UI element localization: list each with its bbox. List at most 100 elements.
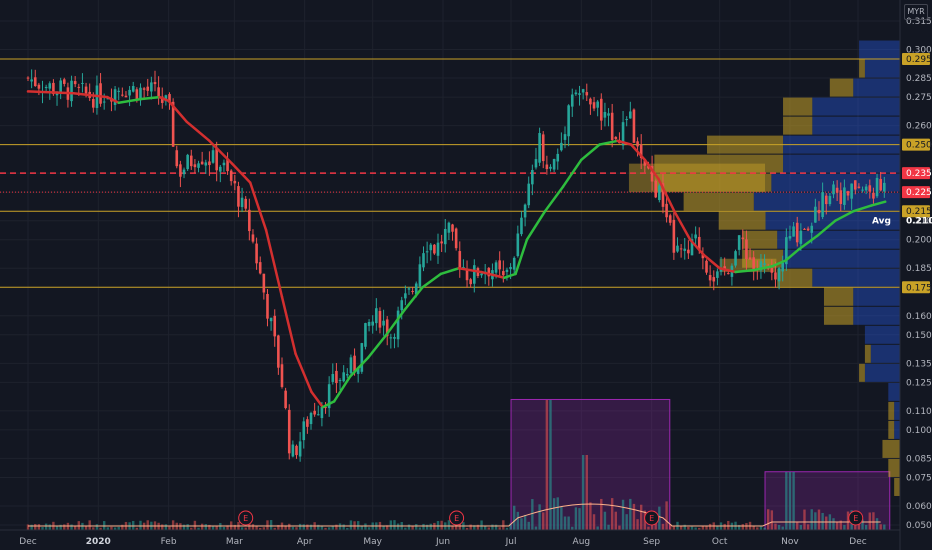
- volume-bar: [273, 527, 276, 530]
- volume-profile-down: [859, 59, 865, 78]
- candle-body: [356, 368, 360, 374]
- candle-body: [879, 178, 882, 191]
- candle-body: [563, 134, 567, 140]
- volume-bar: [603, 511, 607, 530]
- candle-body: [589, 98, 592, 105]
- volume-bar: [84, 526, 88, 530]
- volume-bar: [752, 526, 755, 530]
- volume-profile-up: [853, 306, 900, 325]
- ma-segment: [264, 228, 284, 299]
- candle-body: [248, 209, 251, 232]
- volume-bar: [527, 521, 530, 530]
- ma-segment: [852, 204, 873, 213]
- candle-body: [567, 105, 570, 137]
- ma-segment: [366, 333, 388, 359]
- y-tick-label: 0.135: [906, 359, 932, 369]
- volume-bar: [480, 520, 483, 530]
- ma-segment: [480, 270, 506, 280]
- volume-bar: [672, 526, 676, 530]
- volume-profile-up: [783, 249, 900, 268]
- ma-segment: [26, 90, 75, 95]
- candle-body: [494, 262, 498, 273]
- volume-bar: [825, 516, 828, 530]
- candle-body: [505, 269, 509, 272]
- volume-bar: [298, 523, 302, 530]
- volume-bar: [502, 520, 505, 530]
- candle-body: [745, 239, 748, 260]
- volume-bar: [596, 526, 599, 530]
- candle-body: [817, 209, 821, 214]
- volume-bar: [349, 520, 353, 530]
- candle-body: [759, 261, 763, 271]
- earnings-marker[interactable]: [449, 510, 465, 526]
- candle-body: [465, 269, 469, 281]
- candle-body: [211, 150, 215, 163]
- candle-body: [186, 154, 189, 170]
- earnings-marker[interactable]: [848, 510, 864, 526]
- volume-bar: [661, 523, 665, 530]
- earnings-marker[interactable]: [644, 510, 660, 526]
- volume-bar: [698, 527, 701, 530]
- candle-body: [469, 279, 472, 285]
- volume-bar: [796, 522, 799, 530]
- ma-segment: [502, 272, 517, 280]
- volume-bar: [647, 526, 650, 530]
- volume-profile-down: [882, 439, 900, 458]
- volume-bar: [872, 512, 875, 530]
- volume-bar: [48, 524, 51, 530]
- candle-body: [647, 165, 650, 169]
- volume-profile-down: [654, 173, 772, 192]
- ma-segment: [752, 265, 774, 272]
- candle-body: [33, 77, 37, 87]
- volume-bar: [727, 520, 730, 530]
- volume-bar: [498, 527, 501, 530]
- earnings-marker[interactable]: [238, 510, 254, 526]
- candle-body: [240, 197, 244, 208]
- volume-profile-up: [853, 78, 900, 97]
- candle-body: [574, 92, 578, 95]
- candle-body: [872, 192, 875, 199]
- candle-body: [592, 102, 596, 109]
- avg-label: Avg: [872, 217, 891, 227]
- price-tag-label: 0.175: [906, 283, 932, 293]
- candle-body: [875, 177, 879, 197]
- earnings-marker-label: E: [454, 514, 459, 523]
- candle-body: [788, 236, 792, 239]
- volume-profile-up: [812, 268, 900, 287]
- candle-body: [585, 92, 589, 96]
- volume-bar: [117, 526, 120, 530]
- candle-body: [306, 419, 309, 427]
- ma-segment: [688, 238, 706, 257]
- x-tick-label: May: [363, 537, 382, 547]
- candle-body: [255, 243, 258, 264]
- candle-body: [792, 226, 795, 237]
- volume-bar: [95, 524, 99, 530]
- candle-body: [661, 183, 665, 207]
- candle-body: [570, 94, 574, 107]
- ma-segment: [770, 259, 787, 268]
- volume-profile-down: [864, 344, 871, 363]
- candle-body: [200, 161, 204, 165]
- volume-bar: [669, 523, 672, 530]
- candle-body: [215, 148, 218, 171]
- volume-profile-up: [765, 211, 900, 230]
- candle-body: [850, 183, 853, 199]
- candle-body: [520, 217, 523, 235]
- candle-body: [59, 80, 62, 93]
- x-tick-label: Mar: [226, 537, 243, 547]
- volume-bar: [324, 527, 327, 530]
- candle-body: [578, 93, 581, 95]
- currency-label[interactable]: MYR: [904, 4, 928, 20]
- candle-body: [853, 180, 857, 190]
- price-tag-label: 0.235: [906, 169, 932, 179]
- ma-segment: [580, 143, 601, 162]
- volume-bar: [868, 512, 871, 530]
- candle-body: [599, 98, 603, 121]
- volume-bar: [132, 520, 135, 530]
- volume-bar: [701, 525, 705, 530]
- volume-bar: [193, 520, 197, 530]
- volume-bar: [777, 525, 781, 530]
- volume-bar: [186, 524, 189, 530]
